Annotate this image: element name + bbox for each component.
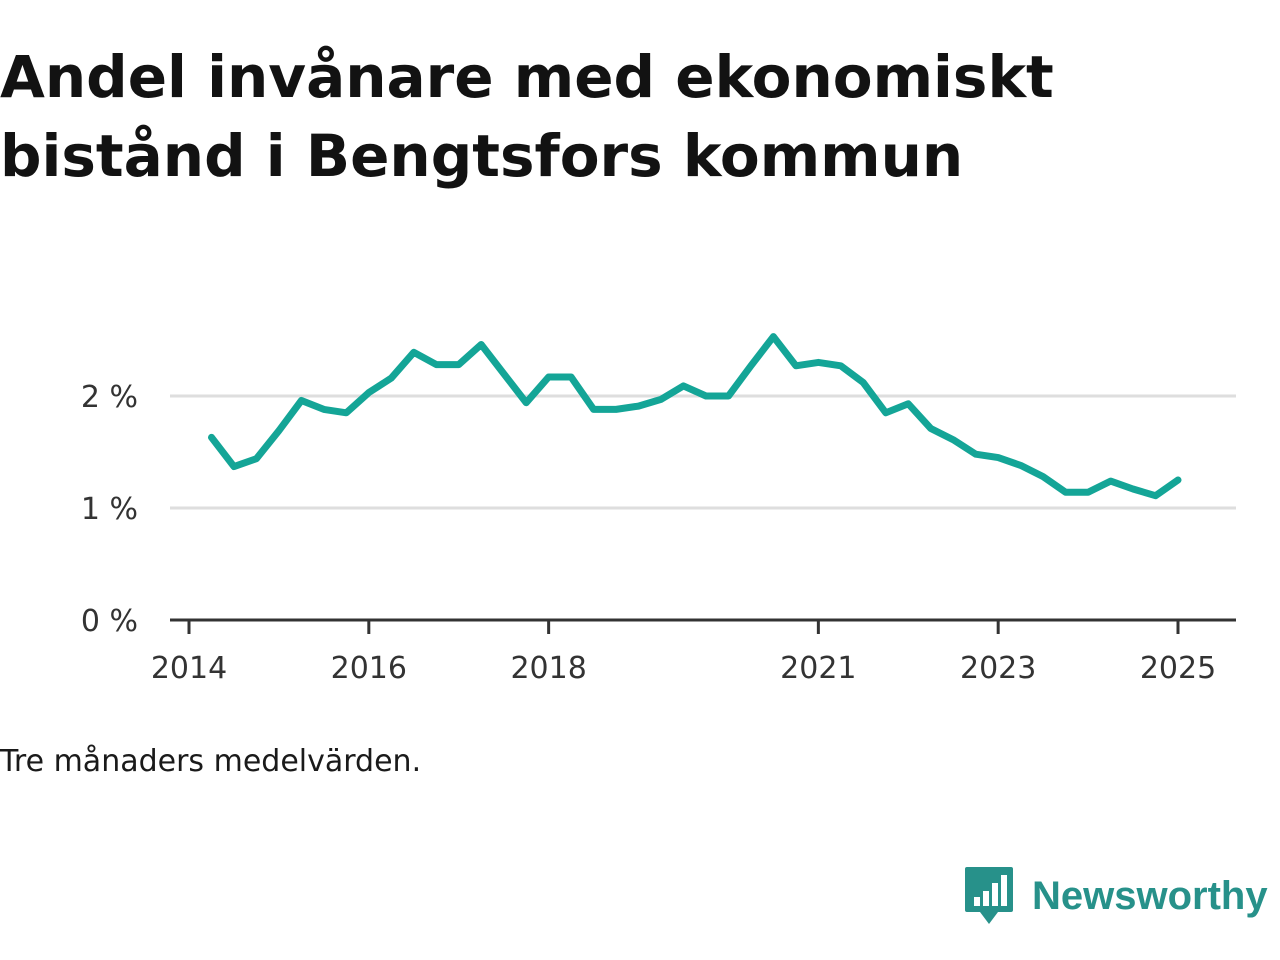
newsworthy-logo-icon <box>965 867 1013 924</box>
y-tick-label: 2 % <box>81 380 138 415</box>
brand-logo: Newsworthy <box>964 866 1268 926</box>
x-tick-label: 2016 <box>331 651 407 686</box>
data-line <box>208 333 1182 500</box>
brand-name: Newsworthy <box>1032 873 1268 918</box>
y-axis-tick-labels: 0 % 1 % 2 % <box>81 380 138 639</box>
x-tick-label: 2018 <box>510 651 586 686</box>
x-tick-label: 2014 <box>151 651 227 686</box>
x-tick-label: 2021 <box>780 651 856 686</box>
chart-note: Tre månaders medelvärden. <box>0 744 422 779</box>
x-axis-ticks: 2014 2016 2018 2021 2023 2025 <box>151 620 1216 686</box>
y-tick-label: 1 % <box>81 492 138 527</box>
y-tick-label: 0 % <box>81 604 138 639</box>
x-tick-label: 2025 <box>1140 651 1216 686</box>
chart-title: Andel invånare med ekonomiskt bistånd i … <box>0 43 1054 190</box>
x-tick-label: 2023 <box>960 651 1036 686</box>
